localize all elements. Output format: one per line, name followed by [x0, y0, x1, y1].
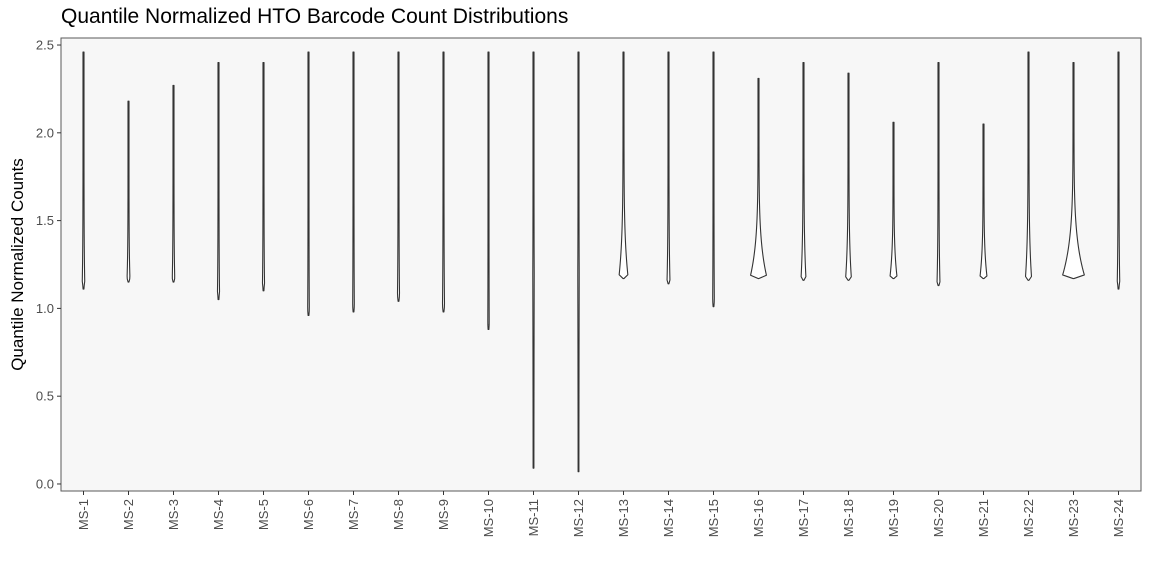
- chart-title: Quantile Normalized HTO Barcode Count Di…: [61, 5, 569, 28]
- x-tick-label: MS-3: [166, 499, 181, 530]
- x-tick-label: MS-19: [886, 499, 901, 537]
- y-axis-title: Quantile Normalized Counts: [8, 158, 27, 371]
- violin-ms-12: [577, 51, 580, 473]
- violin-ms-21: [979, 123, 988, 280]
- violin-ms-18: [845, 72, 852, 281]
- violin-ms-10: [487, 51, 490, 331]
- violin-ms-5: [261, 62, 266, 292]
- x-tick-label: MS-24: [1111, 499, 1126, 537]
- y-tick-label: 0.0: [36, 476, 54, 491]
- violin-ms-24: [1116, 51, 1121, 290]
- violin-ms-4: [216, 62, 221, 301]
- violin-ms-7: [352, 51, 355, 313]
- x-axis: MS-1 MS-2 MS-3 MS-4 MS-5 MS-6 MS-7 MS-8 MS-9 MS-1…: [76, 491, 1126, 537]
- violin-ms-15: [712, 51, 715, 308]
- violin-ms-2: [126, 100, 131, 283]
- x-tick-label: MS-22: [1021, 499, 1036, 537]
- x-tick-label: MS-18: [841, 499, 856, 537]
- x-tick-label: MS-14: [661, 499, 676, 537]
- violin-ms-9: [441, 51, 446, 313]
- violin-ms-11: [532, 51, 535, 469]
- violin-ms-22: [1024, 51, 1033, 281]
- violin-ms-8: [396, 51, 401, 302]
- y-tick-label: 1.0: [36, 301, 54, 316]
- violin-ms-23: [1062, 62, 1085, 280]
- violin-ms-3: [171, 84, 176, 283]
- x-tick-label: MS-6: [301, 499, 316, 530]
- x-tick-label: MS-15: [706, 499, 721, 537]
- y-tick-label: 1.5: [36, 213, 54, 228]
- x-tick-label: MS-11: [526, 499, 541, 536]
- y-tick-label: 0.5: [36, 389, 54, 404]
- y-axis: 0.0 0.5 1.0 1.5 2.0 2.5: [36, 38, 61, 491]
- x-tick-label: MS-8: [391, 499, 406, 530]
- x-tick-label: MS-10: [481, 499, 496, 537]
- x-tick-label: MS-5: [256, 499, 271, 530]
- violin-ms-19: [889, 121, 898, 280]
- violin-ms-16: [750, 77, 767, 280]
- x-tick-label: MS-16: [751, 499, 766, 537]
- x-tick-label: MS-12: [571, 499, 586, 537]
- x-tick-label: MS-9: [436, 499, 451, 530]
- violin-ms-14: [666, 51, 671, 285]
- violin-ms-13: [618, 51, 629, 280]
- x-tick-label: MS-17: [796, 499, 811, 537]
- x-tick-label: MS-20: [931, 499, 946, 537]
- x-tick-label: MS-7: [346, 499, 361, 530]
- y-tick-label: 2.0: [36, 125, 54, 140]
- x-tick-label: MS-4: [211, 499, 226, 530]
- x-tick-label: MS-1: [76, 499, 91, 530]
- x-tick-label: MS-13: [616, 499, 631, 537]
- violin-ms-6: [307, 51, 310, 316]
- violin-ms-20: [936, 62, 941, 287]
- violin-ms-1: [81, 51, 86, 290]
- violins-group: [81, 51, 1121, 473]
- x-tick-label: MS-21: [976, 499, 991, 537]
- plot-panel: [60, 37, 1142, 492]
- x-tick-label: MS-2: [121, 499, 136, 530]
- x-tick-label: MS-23: [1066, 499, 1081, 537]
- y-tick-label: 2.5: [36, 38, 54, 53]
- violin-ms-17: [800, 62, 807, 281]
